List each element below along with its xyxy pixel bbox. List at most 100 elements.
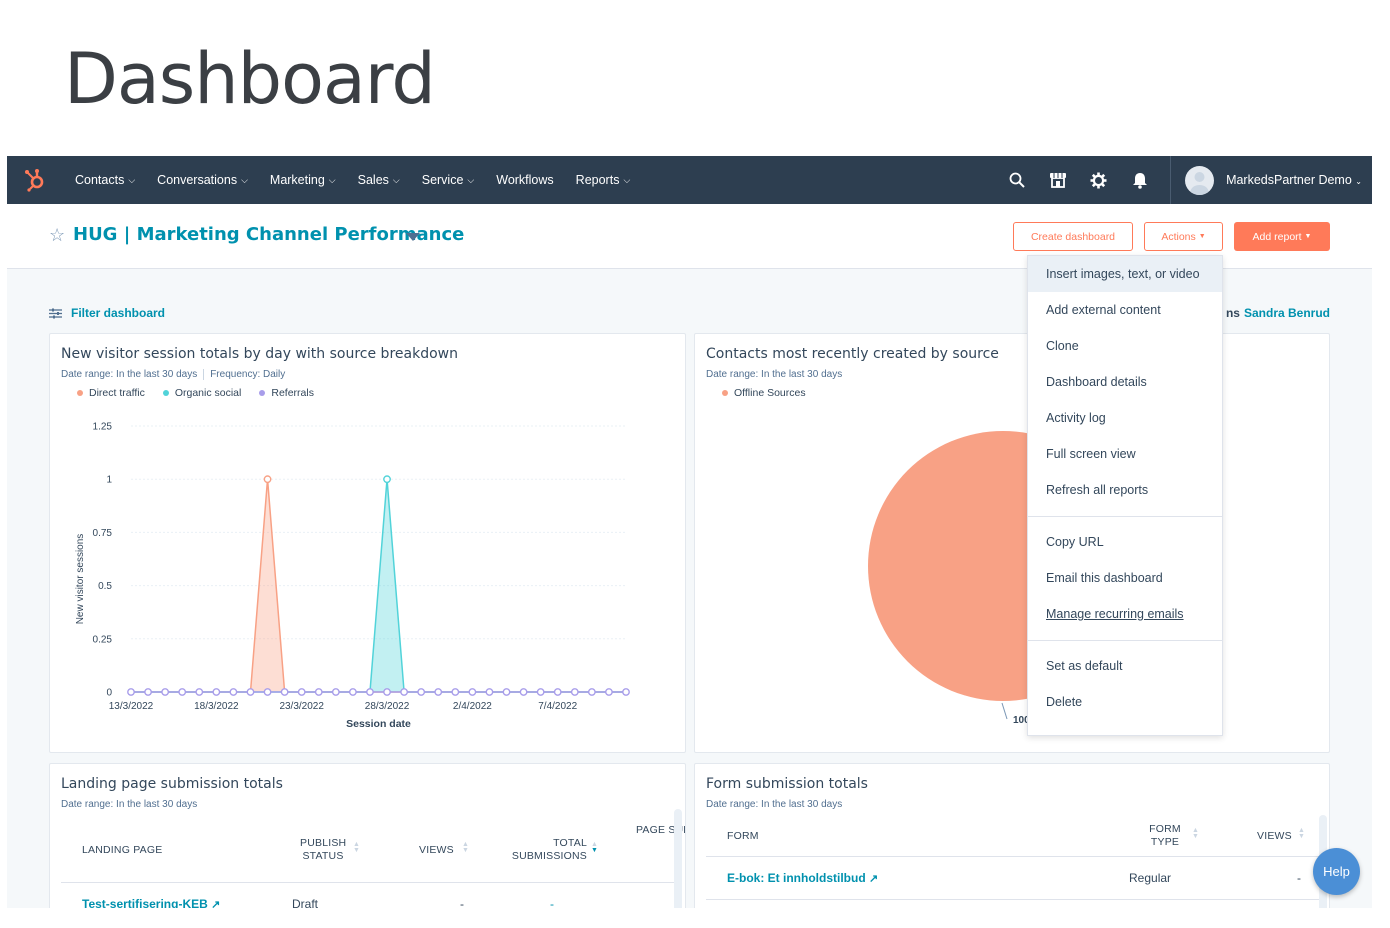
report-title[interactable]: Form submission totals — [706, 776, 868, 792]
column-total-submissions[interactable]: TOTAL SUBMISSIONS — [511, 837, 587, 862]
dashboard-title[interactable]: HUG | Marketing Channel Performance — [73, 224, 465, 245]
chart-legend: Offline Sources — [722, 387, 806, 399]
settings-gear-icon[interactable] — [1078, 156, 1119, 204]
account-menu[interactable]: MarkedsPartner Demo ⌄ — [1170, 156, 1362, 204]
data-point — [161, 688, 170, 696]
actions-button[interactable]: Actions ▼ — [1144, 222, 1223, 251]
nav-utilities: MarkedsPartner Demo ⌄ — [996, 156, 1372, 204]
menu-item-clone[interactable]: Clone — [1046, 339, 1079, 353]
x-tick-label: 18/3/2022 — [194, 701, 239, 712]
external-link-icon: ↗ — [869, 873, 879, 885]
y-tick-label: 0.5 — [98, 581, 112, 592]
report-title[interactable]: New visitor session totals by day with s… — [61, 346, 458, 362]
column-form[interactable]: FORM — [727, 830, 759, 842]
data-point — [246, 688, 255, 696]
sort-icon[interactable]: ▲ ▼ — [353, 841, 360, 854]
report-meta: Date range: In the last 30 days — [706, 799, 843, 810]
assigned-user: ns Sandra Benrud — [1225, 306, 1330, 320]
avatar — [1185, 165, 1215, 195]
dashboard-switcher-caret-icon[interactable] — [406, 233, 420, 241]
column-publish-status[interactable]: PUBLISH STATUS — [300, 837, 347, 862]
y-tick-label: 0 — [106, 688, 112, 699]
marketplace-icon[interactable] — [1037, 156, 1078, 204]
legend-referrals[interactable]: Referrals — [259, 387, 314, 399]
nav-item-sales[interactable]: Sales ⌵ — [357, 173, 400, 187]
data-point — [178, 688, 187, 696]
views-value: - — [1297, 871, 1301, 885]
create-dashboard-button[interactable]: Create dashboard — [1013, 222, 1133, 251]
chevron-down-icon: ⌵ — [392, 175, 400, 185]
data-point — [417, 688, 426, 696]
sort-icon[interactable]: ▲ ▼ — [462, 841, 469, 854]
data-point — [485, 688, 494, 696]
column-page-submissions[interactable]: PAGE SUBMISSIONS — [636, 824, 685, 836]
help-button[interactable]: Help — [1313, 848, 1360, 895]
menu-item-full-screen-view[interactable]: Full screen view — [1046, 447, 1136, 461]
landing-page-report-card: Landing page submission totals Date rang… — [49, 763, 686, 908]
data-point — [348, 688, 357, 696]
column-views[interactable]: VIEWS — [1257, 830, 1292, 842]
column-form-type[interactable]: FORM TYPE — [1149, 823, 1181, 848]
x-tick-label: 13/3/2022 — [109, 701, 154, 712]
landing-page-link[interactable]: Test-sertifisering-KEB ↗ — [82, 897, 220, 908]
chevron-down-icon: ⌵ — [623, 175, 631, 185]
chevron-down-icon: ⌵ — [467, 175, 475, 185]
menu-item-set-as-default[interactable]: Set as default — [1046, 659, 1123, 673]
legend-offline-sources[interactable]: Offline Sources — [722, 387, 806, 399]
menu-item-dashboard-details[interactable]: Dashboard details — [1046, 375, 1147, 389]
data-point — [127, 688, 135, 696]
notifications-bell-icon[interactable] — [1119, 156, 1160, 204]
data-point — [451, 688, 460, 696]
top-navigation-bar: Contacts ⌵ Conversations ⌵ Marketing ⌵ Sales ⌵ S… — [7, 156, 1372, 204]
menu-item-delete[interactable]: Delete — [1046, 695, 1083, 709]
menu-item-refresh-all-reports[interactable]: Refresh all reports — [1046, 483, 1149, 497]
horizontal-scrollbar[interactable] — [674, 809, 682, 908]
total-submissions-value[interactable]: - — [550, 897, 554, 908]
report-title[interactable]: Landing page submission totals — [61, 776, 283, 792]
column-landing-page[interactable]: LANDING PAGE — [82, 844, 163, 856]
menu-item-copy-url[interactable]: Copy URL — [1046, 535, 1104, 549]
sort-icon[interactable]: ▲ ▼ — [1298, 827, 1305, 840]
hubspot-app: Contacts ⌵ Conversations ⌵ Marketing ⌵ Sales ⌵ S… — [7, 156, 1372, 908]
menu-item-add-external-content[interactable]: Add external content — [1046, 303, 1161, 317]
report-meta: Date range: In the last 30 days — [706, 369, 843, 380]
menu-item-insert-images-text-or-video[interactable]: Insert images, text, or video — [1028, 256, 1222, 292]
legend-organic-social[interactable]: Organic social — [162, 387, 241, 399]
sort-desc-icon[interactable]: ▲ ▼ — [591, 841, 598, 854]
form-type-value: Regular — [1129, 871, 1172, 885]
filter-dashboard-link[interactable]: Filter dashboard — [49, 306, 165, 320]
slide-title: Dashboard — [64, 38, 436, 120]
data-point — [263, 688, 272, 696]
y-tick-label: 1.25 — [93, 422, 113, 433]
favorite-star-icon[interactable]: ☆ — [49, 225, 66, 245]
menu-item-activity-log[interactable]: Activity log — [1046, 411, 1106, 425]
y-tick-label: 1 — [106, 475, 112, 486]
data-point — [144, 688, 152, 696]
add-report-button[interactable]: Add report ▼ — [1234, 222, 1330, 251]
report-title[interactable]: Contacts most recently created by source — [706, 346, 999, 362]
data-point — [400, 688, 409, 696]
menu-item-email-this-dashboard[interactable]: Email this dashboard — [1046, 571, 1163, 585]
nav-item-reports[interactable]: Reports ⌵ — [575, 173, 631, 187]
nav-item-marketing[interactable]: Marketing ⌵ — [269, 173, 336, 187]
publish-status-value: Draft — [292, 897, 319, 908]
sort-icon[interactable]: ▲ ▼ — [1192, 827, 1199, 840]
search-icon[interactable] — [996, 156, 1037, 204]
hubspot-sprocket-icon[interactable] — [7, 156, 63, 204]
legend-direct-traffic[interactable]: Direct traffic — [77, 387, 145, 399]
data-point — [622, 688, 630, 696]
chevron-down-icon: ⌵ — [128, 175, 136, 185]
data-point — [502, 688, 511, 696]
contacts-report-card: Contacts most recently created by source… — [694, 333, 1330, 753]
nav-item-service[interactable]: Service ⌵ — [421, 173, 475, 187]
form-submission-report-card: Form submission totals Date range: In th… — [694, 763, 1330, 908]
assigned-user-link[interactable]: Sandra Benrud — [1243, 306, 1330, 320]
column-views[interactable]: VIEWS — [419, 844, 454, 856]
menu-item-manage-recurring-emails[interactable]: Manage recurring emails — [1046, 607, 1184, 621]
data-point — [280, 688, 289, 696]
nav-item-workflows[interactable]: Workflows — [496, 173, 554, 187]
sessions-chart: 0 0.25 0.5 0.75 1 1.25 13/3/2022 18/3/2022 23/3/… — [75, 422, 630, 730]
form-link[interactable]: E-bok: Et innholdstilbud ↗ — [727, 871, 879, 885]
nav-item-contacts[interactable]: Contacts ⌵ — [75, 173, 136, 187]
nav-item-conversations[interactable]: Conversations ⌵ — [157, 173, 248, 187]
